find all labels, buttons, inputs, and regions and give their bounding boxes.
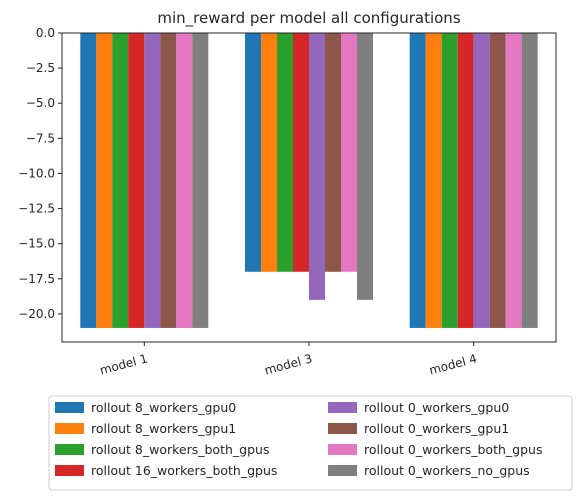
- y-tick-label: −7.5: [26, 131, 55, 145]
- legend-swatch: [55, 402, 84, 413]
- bar: [96, 33, 113, 328]
- bar: [325, 33, 341, 272]
- bar: [144, 33, 161, 328]
- bar: [473, 33, 490, 328]
- bar: [112, 33, 129, 328]
- bar: [293, 33, 309, 272]
- y-tick-label: −17.5: [18, 272, 55, 286]
- legend-label: rollout 8_workers_gpu0: [91, 400, 236, 415]
- legend-label: rollout 16_workers_both_gpus: [91, 463, 277, 478]
- plot-frame: [61, 32, 557, 343]
- y-tick-label: −12.5: [18, 202, 55, 216]
- bar: [357, 33, 373, 300]
- bar: [505, 33, 522, 328]
- legend-box: [48, 395, 573, 491]
- legend-swatch: [55, 423, 84, 434]
- bar: [176, 33, 193, 328]
- legend-swatch: [328, 444, 357, 455]
- bar: [425, 33, 442, 328]
- legend-label: rollout 8_workers_both_gpus: [91, 442, 269, 457]
- y-tick-label: −10.0: [18, 166, 55, 180]
- legend-swatch: [328, 423, 357, 434]
- x-axis: model 1 model 3 model 4: [98, 342, 478, 378]
- bar: [192, 33, 209, 328]
- y-tick-label: −5.0: [26, 96, 55, 110]
- bar: [409, 33, 426, 328]
- legend-label: rollout 0_workers_gpu1: [364, 421, 509, 436]
- bar: [261, 33, 277, 272]
- legend-swatch: [328, 402, 357, 413]
- bar: [521, 33, 538, 328]
- legend-label: rollout 8_workers_gpu1: [91, 421, 236, 436]
- bar: [441, 33, 458, 328]
- legend-label: rollout 0_workers_gpu0: [364, 400, 509, 415]
- bar: [341, 33, 357, 272]
- x-tick-label: model 3: [263, 351, 314, 377]
- y-tick-label: 0.0: [36, 26, 55, 40]
- y-tick-label: −15.0: [18, 237, 55, 251]
- bar: [80, 33, 97, 328]
- bar: [457, 33, 474, 328]
- bar: [160, 33, 177, 328]
- y-tick-label: −2.5: [26, 61, 55, 75]
- y-tick-label: −20.0: [18, 307, 55, 321]
- legend-label: rollout 0_workers_both_gpus: [364, 442, 542, 457]
- legend-swatch: [328, 465, 357, 476]
- legend-swatch: [55, 444, 84, 455]
- x-tick-label: model 4: [428, 351, 479, 377]
- legend-label: rollout 0_workers_no_gpus: [364, 463, 530, 478]
- bar: [277, 33, 293, 272]
- y-axis: 0.0 −2.5 −5.0 −7.5 −10.0 −12.5 −15.0 −17.5 −20.0: [18, 26, 62, 321]
- legend-swatch: [55, 465, 84, 476]
- bar: [309, 33, 325, 300]
- bar: [489, 33, 506, 328]
- bars-group: [80, 33, 538, 328]
- x-tick-label: model 1: [98, 351, 149, 377]
- bar: [128, 33, 145, 328]
- bar: [245, 33, 261, 272]
- chart-title: min_reward per model all configurations: [157, 9, 460, 28]
